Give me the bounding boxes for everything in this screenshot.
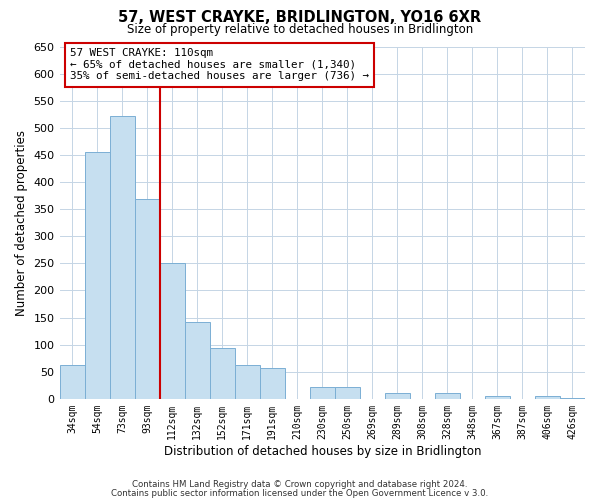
Bar [59,365,85,399]
Text: Contains HM Land Registry data © Crown copyright and database right 2024.: Contains HM Land Registry data © Crown c… [132,480,468,489]
Text: Contains public sector information licensed under the Open Government Licence v : Contains public sector information licen… [112,488,488,498]
Bar [235,365,260,399]
Text: Size of property relative to detached houses in Bridlington: Size of property relative to detached ho… [127,22,473,36]
Text: 57 WEST CRAYKE: 110sqm
← 65% of detached houses are smaller (1,340)
35% of semi-: 57 WEST CRAYKE: 110sqm ← 65% of detached… [70,48,369,82]
Bar [134,200,160,399]
Bar [160,264,185,399]
Bar [85,152,110,399]
Bar [560,398,585,399]
Bar [185,322,209,399]
Bar [310,387,335,399]
Bar [485,396,510,399]
Text: 57, WEST CRAYKE, BRIDLINGTON, YO16 6XR: 57, WEST CRAYKE, BRIDLINGTON, YO16 6XR [118,10,482,25]
Bar [260,368,285,399]
Bar [110,116,134,399]
Bar [535,396,560,399]
Bar [335,387,360,399]
Y-axis label: Number of detached properties: Number of detached properties [15,130,28,316]
X-axis label: Distribution of detached houses by size in Bridlington: Distribution of detached houses by size … [164,444,481,458]
Bar [209,348,235,399]
Bar [385,394,410,399]
Bar [435,394,460,399]
